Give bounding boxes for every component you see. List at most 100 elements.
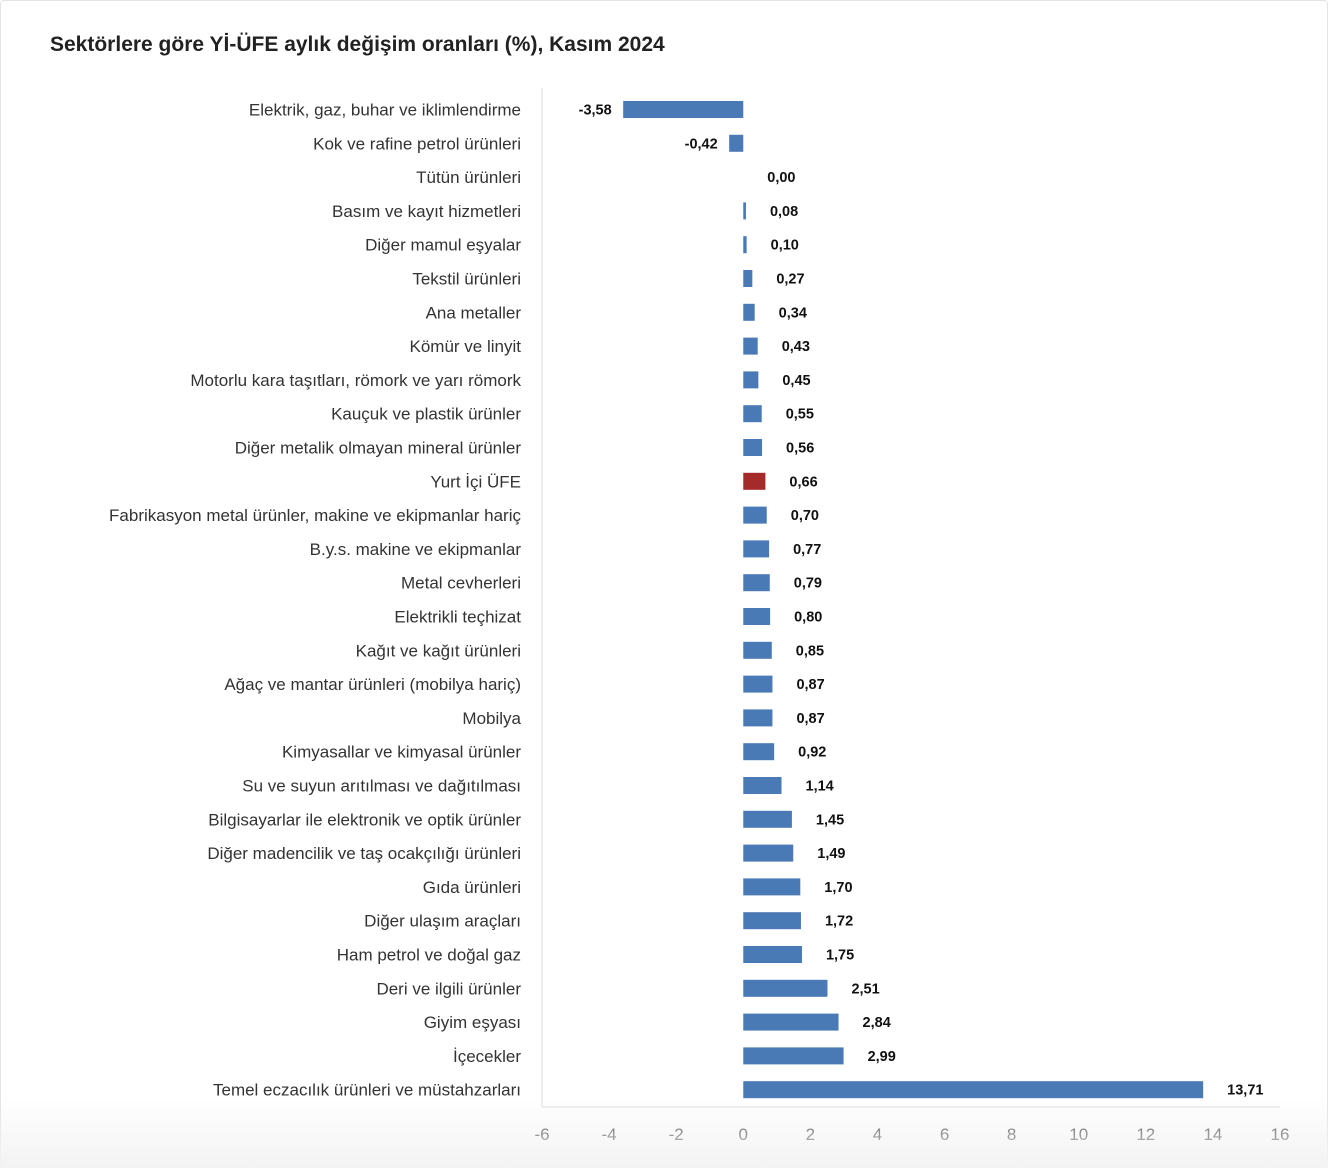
value-label: 0,56 — [786, 441, 814, 457]
value-label: 1,14 — [806, 779, 834, 795]
value-labels: -3,58 -0,42 0,00 0,08 0,10 0,27 0,34 0,43 0,45 0,… — [579, 103, 1264, 1099]
x-tick-label: -4 — [602, 1125, 617, 1144]
value-label: 0,87 — [796, 711, 824, 727]
value-label: 0,87 — [796, 677, 824, 693]
value-label: 0,00 — [767, 170, 795, 186]
category-label: Elektrikli teçhizat — [394, 608, 521, 627]
value-label: -3,58 — [579, 103, 612, 119]
x-tick-label: 8 — [1007, 1125, 1016, 1144]
x-tick-label: 0 — [739, 1125, 748, 1144]
value-label: 0,34 — [779, 305, 807, 321]
bar — [743, 844, 794, 862]
value-label: 0,10 — [771, 238, 799, 254]
category-label: Yurt İçi ÜFE — [430, 472, 521, 491]
bar — [743, 439, 763, 456]
category-label: Diğer ulaşım araçları — [364, 912, 521, 931]
bar — [743, 810, 792, 828]
category-label: Bilgisayarlar ile elektronik ve optik ür… — [208, 810, 521, 829]
value-label: 0,43 — [782, 339, 810, 355]
value-label: 0,85 — [796, 643, 824, 659]
category-label: Kağıt ve kağıt ürünleri — [356, 641, 521, 660]
bar — [743, 777, 782, 794]
bar — [743, 236, 747, 254]
category-label: Basım ve kayıt hizmetleri — [332, 202, 521, 221]
bar-highlight — [743, 472, 766, 490]
bar — [743, 743, 775, 761]
x-tick-label: -6 — [534, 1125, 549, 1144]
value-label: 0,92 — [798, 745, 826, 761]
category-label: B.y.s. makine ve ekipmanlar — [310, 540, 522, 559]
chart-title: Sektörlere göre Yİ-ÜFE aylık değişim ora… — [50, 33, 665, 56]
bar — [729, 134, 744, 152]
x-tick-label: 12 — [1136, 1125, 1155, 1144]
category-labels: Elektrik, gaz, buhar ve iklimlendirme Kok… — [109, 101, 521, 1100]
category-label: Diğer madencilik ve taş ocakçılığı ürünl… — [207, 844, 521, 863]
category-label: Tütün ürünleri — [416, 168, 521, 187]
bar — [743, 405, 762, 423]
category-label: Kömür ve linyit — [410, 337, 522, 356]
bar — [743, 912, 801, 930]
value-label: 1,49 — [817, 846, 845, 862]
value-label: 2,84 — [863, 1015, 891, 1031]
value-label: 0,55 — [786, 407, 814, 423]
value-label: 0,80 — [794, 610, 822, 626]
category-label: Ağaç ve mantar ürünleri (mobilya hariç) — [224, 675, 521, 694]
category-label: Giyim eşyası — [424, 1013, 521, 1032]
bar — [743, 709, 773, 727]
category-label: İçecekler — [453, 1047, 521, 1066]
bar — [743, 337, 758, 355]
bar — [743, 540, 770, 558]
bar — [743, 1013, 839, 1031]
bar — [743, 641, 772, 659]
x-tick-label: 2 — [806, 1125, 815, 1144]
value-label: 1,45 — [816, 812, 844, 828]
value-label: 13,71 — [1227, 1083, 1263, 1099]
value-label: 0,27 — [776, 272, 804, 288]
bar — [743, 506, 767, 524]
x-tick-label: 16 — [1271, 1125, 1290, 1144]
value-label: 0,70 — [791, 508, 819, 524]
bar — [743, 1081, 1204, 1099]
x-axis-ticks: -6 -4 -2 0 2 4 6 8 10 12 14 16 — [534, 1125, 1289, 1144]
value-label: 0,08 — [770, 204, 798, 220]
value-label: 0,79 — [794, 576, 822, 592]
bar — [743, 946, 802, 963]
value-label: -0,42 — [685, 136, 718, 152]
category-label: Kok ve rafine petrol ürünleri — [313, 134, 521, 153]
value-label: 1,70 — [824, 880, 852, 896]
bar — [743, 675, 773, 693]
category-label: Motorlu kara taşıtları, römork ve yarı r… — [190, 371, 521, 390]
category-label: Mobilya — [462, 709, 521, 728]
value-label: 0,45 — [782, 373, 810, 389]
category-label: Tekstil ürünleri — [412, 270, 521, 289]
category-label: Kauçuk ve plastik ürünler — [331, 405, 521, 424]
x-tick-label: 10 — [1069, 1125, 1088, 1144]
category-label: Gıda ürünleri — [423, 878, 521, 897]
category-label: Diğer mamul eşyalar — [365, 236, 521, 255]
x-tick-label: 6 — [940, 1125, 949, 1144]
category-label: Elektrik, gaz, buhar ve iklimlendirme — [249, 101, 521, 120]
value-label: 1,72 — [825, 914, 853, 930]
value-label: 2,99 — [868, 1049, 896, 1065]
bar — [743, 270, 753, 287]
x-tick-label: 4 — [873, 1125, 882, 1144]
category-label: Fabrikasyon metal ürünler, makine ve eki… — [109, 506, 521, 525]
bar — [743, 979, 828, 997]
category-label: Metal cevherleri — [401, 574, 521, 593]
x-tick-label: -2 — [669, 1125, 684, 1144]
value-label: 2,51 — [851, 981, 879, 997]
x-tick-label: 14 — [1203, 1125, 1222, 1144]
category-label: Ham petrol ve doğal gaz — [337, 946, 521, 965]
value-label: 0,77 — [793, 542, 821, 558]
bar — [743, 608, 771, 625]
bar — [743, 878, 801, 896]
category-label: Diğer metalik olmayan mineral ürünler — [235, 439, 522, 458]
value-label: 0,66 — [789, 474, 817, 490]
category-label: Temel eczacılık ürünleri ve müstahzarlar… — [213, 1081, 521, 1100]
category-label: Deri ve ilgili ürünler — [376, 979, 521, 998]
bar — [743, 574, 770, 592]
bar — [743, 202, 746, 220]
bars-group — [623, 101, 1204, 1099]
bar — [623, 101, 744, 118]
